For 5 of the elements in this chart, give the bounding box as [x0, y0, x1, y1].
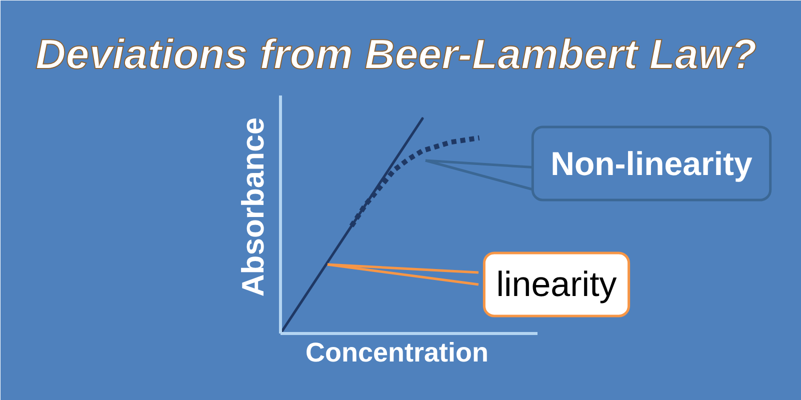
chart-title: Deviations from Beer-Lambert Law? — [36, 30, 757, 78]
text: Non-linearity — [550, 145, 753, 182]
y-axis-title: Absorbance — [236, 117, 270, 297]
x-axis-title: Concentration — [306, 338, 489, 368]
text: linearity — [496, 265, 618, 304]
